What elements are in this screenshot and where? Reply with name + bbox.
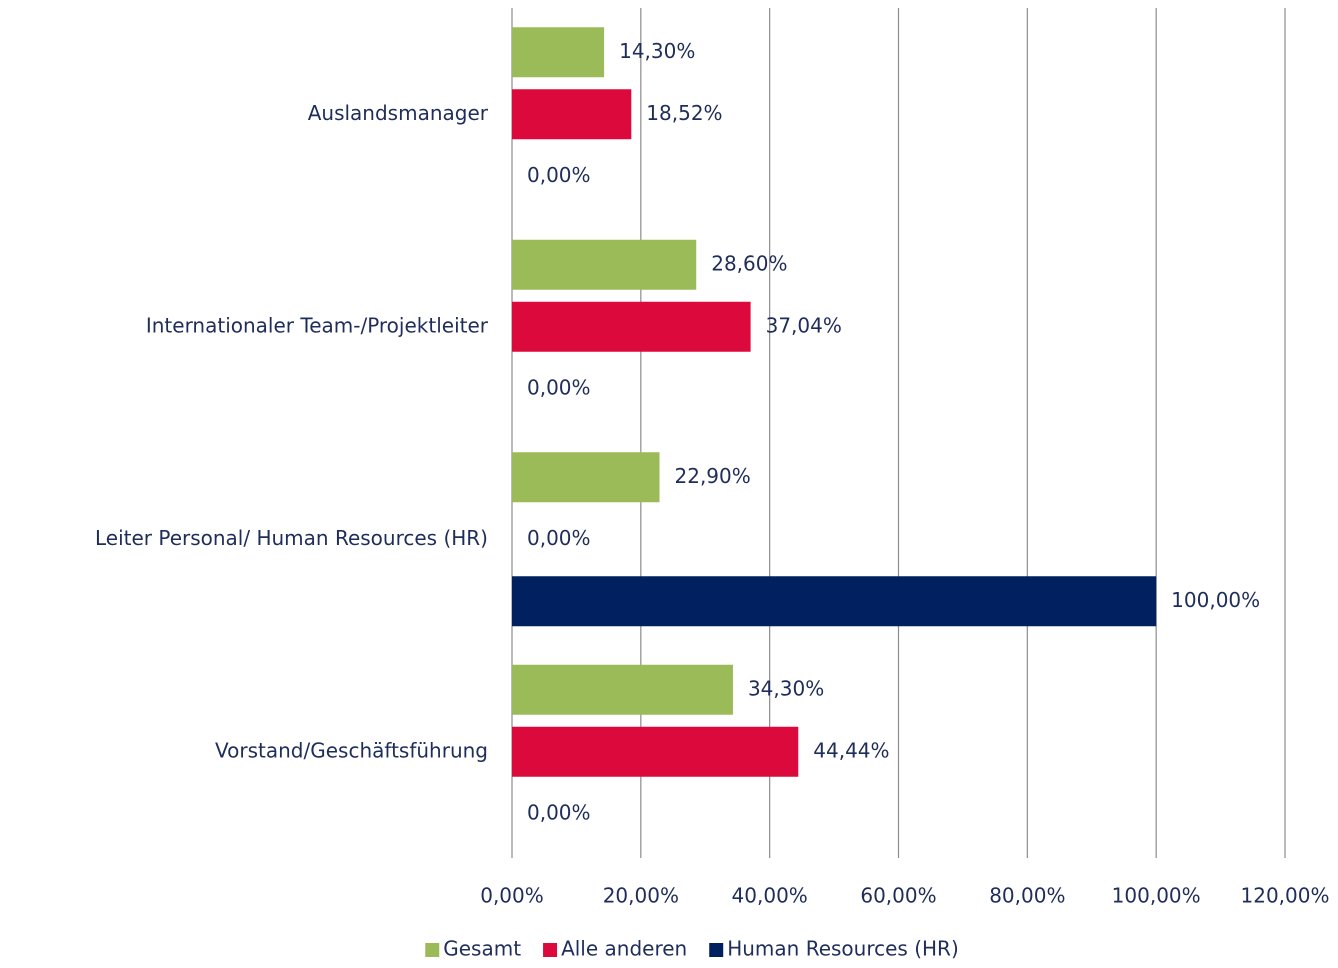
x-tick-label: 100,00% [1112, 884, 1201, 908]
category-label: Leiter Personal/ Human Resources (HR) [95, 526, 488, 550]
x-tick-label: 120,00% [1241, 884, 1330, 908]
legend-swatch [543, 943, 558, 957]
category-label: Internationaler Team-/Projektleiter [146, 313, 489, 337]
legend-label: Gesamt [443, 937, 521, 961]
bar [512, 664, 733, 715]
category-label: Vorstand/Geschäftsführung [215, 738, 488, 762]
bar [512, 576, 1157, 627]
bar [512, 239, 697, 290]
value-label: 100,00% [1171, 588, 1260, 612]
value-label: 34,30% [748, 676, 824, 700]
value-label: 28,60% [711, 251, 787, 275]
bar [512, 27, 605, 78]
legend-label: Human Resources (HR) [727, 937, 959, 961]
bar [512, 89, 632, 140]
x-tick-label: 20,00% [603, 884, 679, 908]
category-label: Auslandsmanager [308, 101, 489, 125]
value-label: 0,00% [527, 526, 591, 550]
value-label: 14,30% [619, 39, 695, 63]
value-label: 44,44% [813, 738, 889, 762]
x-tick-label: 80,00% [989, 884, 1065, 908]
value-label: 0,00% [527, 375, 591, 399]
x-tick-label: 60,00% [860, 884, 936, 908]
value-label: 22,90% [675, 464, 751, 488]
bar [512, 726, 799, 777]
legend-swatch [425, 943, 440, 957]
legend-label: Alle anderen [561, 937, 687, 961]
x-tick-label: 40,00% [732, 884, 808, 908]
value-label: 18,52% [646, 101, 722, 125]
legend-swatch [709, 943, 724, 957]
x-tick-label: 0,00% [480, 884, 544, 908]
bar [512, 301, 751, 352]
bar [512, 452, 660, 503]
value-label: 0,00% [527, 163, 591, 187]
value-label: 37,04% [766, 313, 842, 337]
value-label: 0,00% [527, 800, 591, 824]
